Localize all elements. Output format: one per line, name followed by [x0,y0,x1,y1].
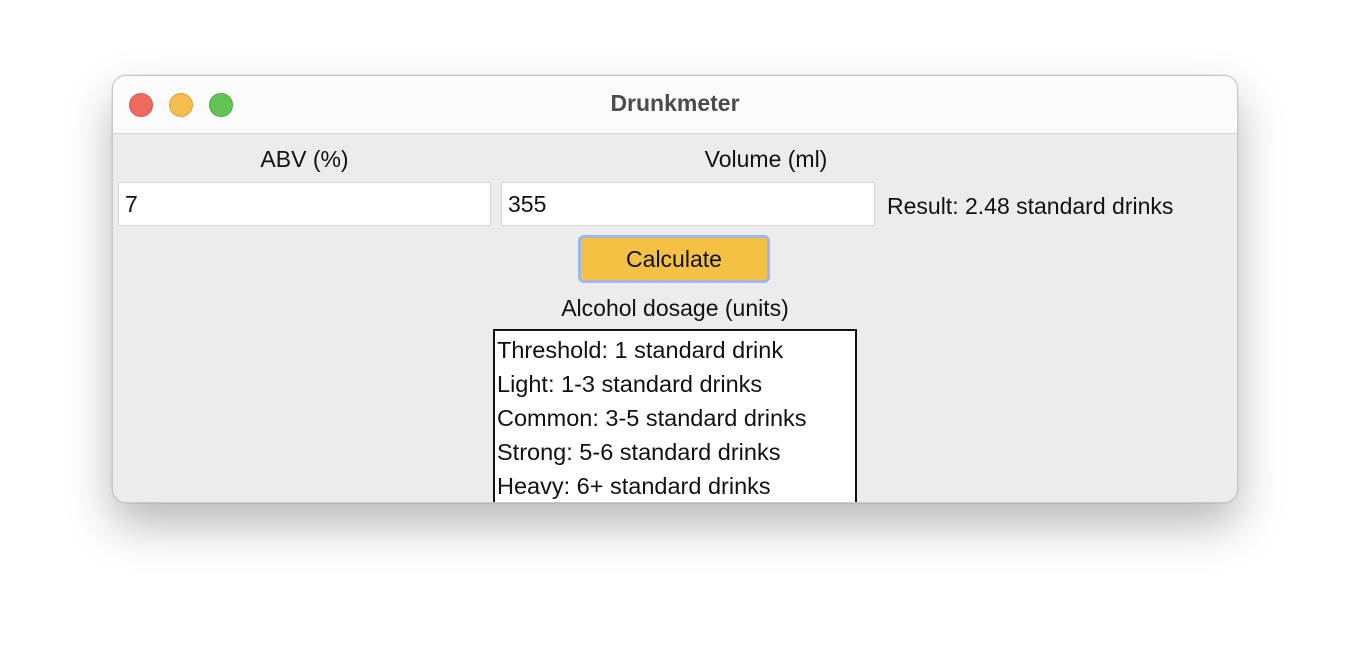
volume-input[interactable] [501,182,875,226]
list-item[interactable]: Strong: 5-6 standard drinks [497,439,781,465]
list-item[interactable]: Threshold: 1 standard drink [497,337,784,363]
abv-input[interactable] [118,182,491,226]
dosage-list[interactable]: Threshold: 1 standard drink Light: 1-3 s… [493,329,857,502]
result-text: Result: 2.48 standard drinks [887,193,1174,219]
window-title: Drunkmeter [610,90,740,116]
close-window-button[interactable] [129,93,153,117]
minimize-window-button[interactable] [169,93,193,117]
volume-label: Volume (ml) [704,146,828,172]
dosage-heading: Alcohol dosage (units) [561,295,789,321]
calculate-button[interactable]: Calculate [578,235,770,283]
list-item[interactable]: Heavy: 6+ standard drinks [497,473,771,499]
zoom-window-button[interactable] [209,93,233,117]
abv-label: ABV (%) [260,146,349,172]
list-item[interactable]: Common: 3-5 standard drinks [497,405,807,431]
app-window: Drunkmeter ABV (%) Volume (ml) Result: 2… [112,75,1238,503]
list-item[interactable]: Light: 1-3 standard drinks [497,371,763,397]
title-bar: Drunkmeter [113,76,1237,134]
